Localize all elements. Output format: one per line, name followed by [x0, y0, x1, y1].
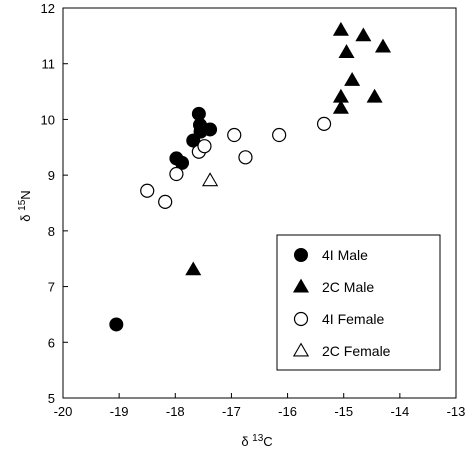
y-tick-label: 5 — [48, 391, 55, 406]
y-tick-label: 11 — [42, 57, 56, 72]
legend-marker — [292, 342, 310, 357]
axes: -20 -19 -18 -17 -16 -15 -14 -13 5 6 7 8 9 10 11 12 — [41, 1, 466, 419]
legend-marker — [292, 278, 310, 293]
legend-label: 2C Female — [322, 343, 391, 359]
plot-frame — [62, 7, 457, 399]
legend-marker — [293, 311, 309, 327]
x-tick-label: -18 — [166, 404, 185, 419]
data-point — [316, 116, 332, 131]
y-tick-label: 10 — [41, 112, 55, 127]
y-tick-label: 8 — [48, 224, 55, 239]
legend: 4I Male 2C Male 4I Female 2C Female — [276, 234, 441, 371]
x-tick-label: -14 — [390, 404, 409, 419]
x-tick-label: -13 — [447, 404, 466, 419]
data-point — [109, 317, 124, 332]
legend-label: 4I Male — [322, 247, 368, 263]
y-tick-label: 6 — [48, 335, 55, 350]
data-points — [109, 21, 392, 332]
data-point — [201, 172, 219, 187]
y-tick-label: 7 — [48, 280, 55, 295]
data-point — [197, 139, 212, 154]
y-tick-label: 12 — [41, 1, 55, 16]
data-point — [185, 261, 202, 276]
legend-label: 4I Female — [322, 311, 384, 327]
x-axis-label: δ 13C — [241, 433, 272, 449]
legend-label: 2C Male — [322, 279, 374, 295]
data-point — [203, 122, 218, 137]
x-tick-label: -20 — [54, 404, 73, 419]
data-point — [344, 72, 361, 86]
data-point — [355, 27, 372, 42]
data-point — [238, 150, 253, 165]
data-point — [175, 155, 190, 170]
data-point — [158, 194, 173, 209]
data-point — [374, 38, 392, 53]
x-tick-label: -15 — [334, 404, 353, 419]
y-tick-label: 9 — [48, 168, 55, 183]
data-point — [332, 21, 349, 36]
data-point — [366, 88, 383, 103]
data-point — [332, 99, 349, 114]
x-tick-label: -16 — [278, 404, 297, 419]
x-tick-label: -19 — [110, 404, 129, 419]
data-point — [169, 166, 184, 182]
data-point — [272, 127, 287, 143]
legend-marker — [294, 248, 308, 262]
data-point — [338, 44, 355, 59]
x-tick-label: -17 — [222, 404, 241, 419]
y-axis-label: δ 15N — [17, 190, 33, 221]
data-point — [140, 183, 155, 198]
data-point — [227, 127, 242, 143]
